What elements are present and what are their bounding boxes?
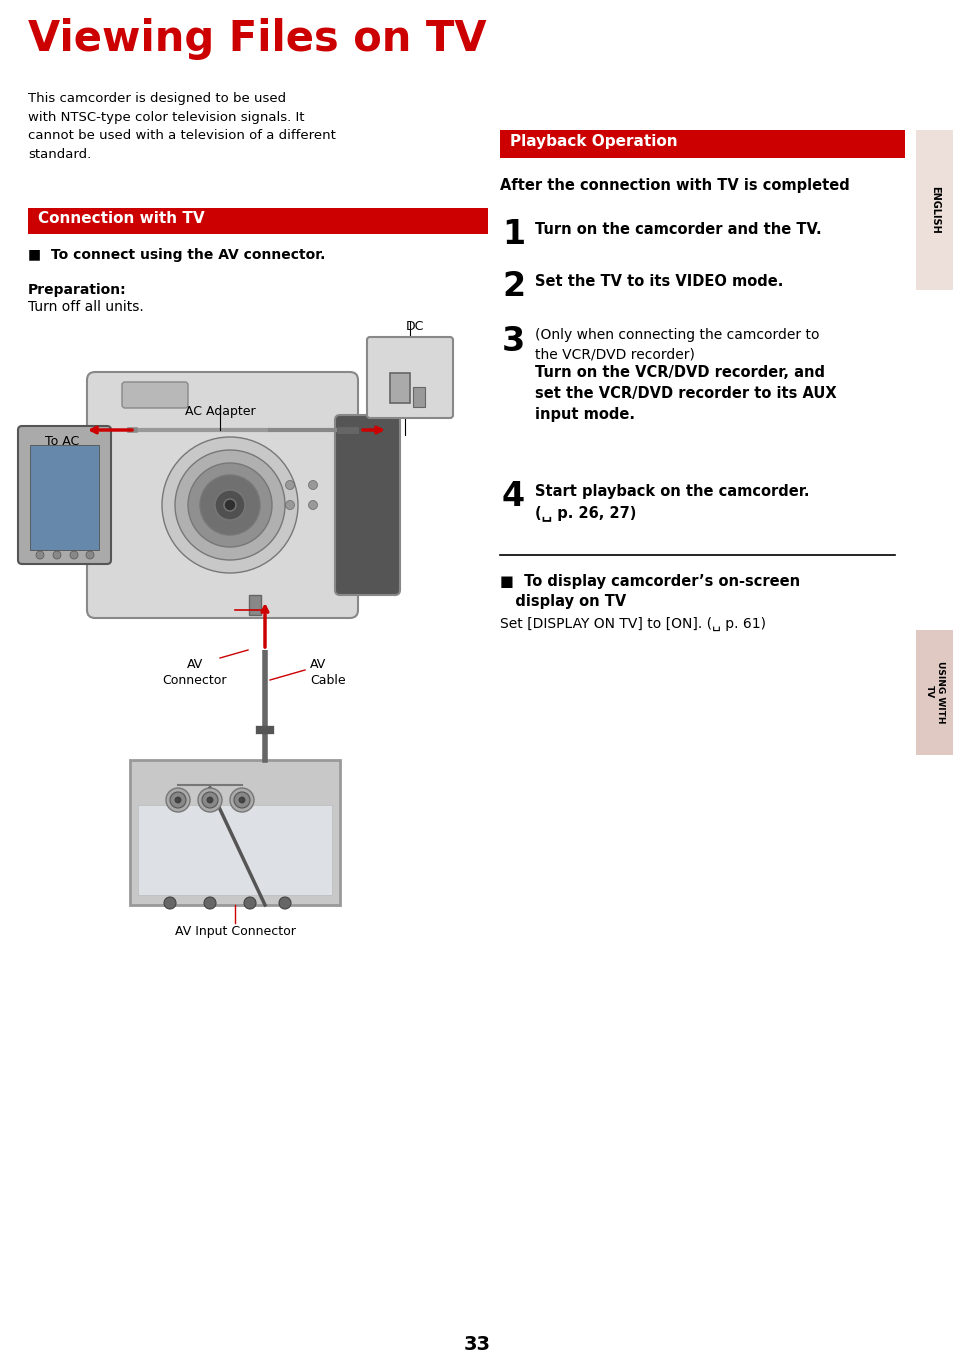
Bar bbox=[915, 130, 953, 290]
Circle shape bbox=[308, 501, 317, 509]
Text: AC Adapter: AC Adapter bbox=[185, 404, 255, 418]
Text: 2: 2 bbox=[501, 270, 524, 303]
Text: Playback Operation: Playback Operation bbox=[510, 134, 677, 149]
FancyBboxPatch shape bbox=[367, 337, 453, 418]
Bar bbox=[28, 208, 488, 233]
Circle shape bbox=[285, 480, 294, 490]
Text: display on TV: display on TV bbox=[499, 594, 625, 609]
Text: ENGLISH: ENGLISH bbox=[929, 186, 939, 233]
Circle shape bbox=[214, 490, 245, 520]
Text: Turn off all units.: Turn off all units. bbox=[28, 300, 144, 313]
Circle shape bbox=[170, 792, 186, 807]
Circle shape bbox=[162, 437, 297, 573]
Circle shape bbox=[207, 797, 213, 803]
Circle shape bbox=[166, 788, 190, 811]
Bar bbox=[138, 805, 332, 896]
Circle shape bbox=[230, 788, 253, 811]
Circle shape bbox=[285, 501, 294, 509]
Circle shape bbox=[70, 551, 78, 559]
Circle shape bbox=[86, 551, 94, 559]
Bar bbox=[413, 387, 424, 407]
Circle shape bbox=[36, 551, 44, 559]
Text: After the connection with TV is completed: After the connection with TV is complete… bbox=[499, 178, 849, 193]
Text: To AC
Outlet: To AC Outlet bbox=[43, 436, 81, 464]
Text: AV Input Connector: AV Input Connector bbox=[174, 925, 295, 938]
FancyBboxPatch shape bbox=[18, 426, 111, 565]
FancyBboxPatch shape bbox=[335, 415, 399, 594]
Circle shape bbox=[278, 897, 291, 909]
Circle shape bbox=[198, 788, 222, 811]
Circle shape bbox=[174, 797, 181, 803]
Circle shape bbox=[200, 475, 260, 535]
Text: ■  To display camcorder’s on-screen: ■ To display camcorder’s on-screen bbox=[499, 574, 800, 589]
Text: Set [DISPLAY ON TV] to [ON]. (␣ p. 61): Set [DISPLAY ON TV] to [ON]. (␣ p. 61) bbox=[499, 617, 765, 631]
Circle shape bbox=[164, 897, 175, 909]
Text: 33: 33 bbox=[463, 1335, 490, 1354]
FancyBboxPatch shape bbox=[122, 383, 188, 408]
Text: Turn on the VCR/DVD recorder, and
set the VCR/DVD recorder to its AUX
input mode: Turn on the VCR/DVD recorder, and set th… bbox=[535, 365, 836, 422]
Text: 3: 3 bbox=[501, 324, 525, 358]
Text: AV
Cable: AV Cable bbox=[310, 658, 345, 687]
Bar bbox=[499, 130, 904, 157]
Text: (Only when connecting the camcorder to
the VCR/DVD recorder): (Only when connecting the camcorder to t… bbox=[535, 328, 819, 361]
Text: AV
Connector: AV Connector bbox=[163, 658, 227, 687]
Text: 1: 1 bbox=[501, 218, 524, 251]
Circle shape bbox=[53, 551, 61, 559]
Circle shape bbox=[244, 897, 255, 909]
Bar bbox=[390, 373, 410, 403]
Bar bbox=[30, 445, 99, 550]
Circle shape bbox=[204, 897, 215, 909]
Circle shape bbox=[233, 792, 250, 807]
Circle shape bbox=[188, 463, 272, 547]
Circle shape bbox=[239, 797, 245, 803]
Text: ■  To connect using the AV connector.: ■ To connect using the AV connector. bbox=[28, 248, 325, 262]
Bar bbox=[915, 630, 953, 754]
Circle shape bbox=[174, 451, 285, 560]
Text: Viewing Files on TV: Viewing Files on TV bbox=[28, 18, 486, 60]
Text: Preparation:: Preparation: bbox=[28, 284, 127, 297]
Bar bbox=[249, 594, 261, 615]
Text: Set the TV to its VIDEO mode.: Set the TV to its VIDEO mode. bbox=[535, 274, 782, 289]
Text: This camcorder is designed to be used
with NTSC-type color television signals. I: This camcorder is designed to be used wi… bbox=[28, 92, 335, 160]
Text: Start playback on the camcorder.
(␣ p. 26, 27): Start playback on the camcorder. (␣ p. 2… bbox=[535, 484, 809, 521]
Text: Turn on the camcorder and the TV.: Turn on the camcorder and the TV. bbox=[535, 223, 821, 237]
Circle shape bbox=[224, 499, 235, 512]
Text: DC
Connector: DC Connector bbox=[382, 320, 447, 349]
FancyBboxPatch shape bbox=[87, 372, 357, 617]
Circle shape bbox=[202, 792, 218, 807]
Text: 4: 4 bbox=[501, 480, 524, 513]
Text: USING WITH
TV: USING WITH TV bbox=[924, 661, 944, 723]
FancyBboxPatch shape bbox=[130, 760, 339, 905]
Text: Connection with TV: Connection with TV bbox=[38, 210, 204, 227]
Circle shape bbox=[308, 480, 317, 490]
